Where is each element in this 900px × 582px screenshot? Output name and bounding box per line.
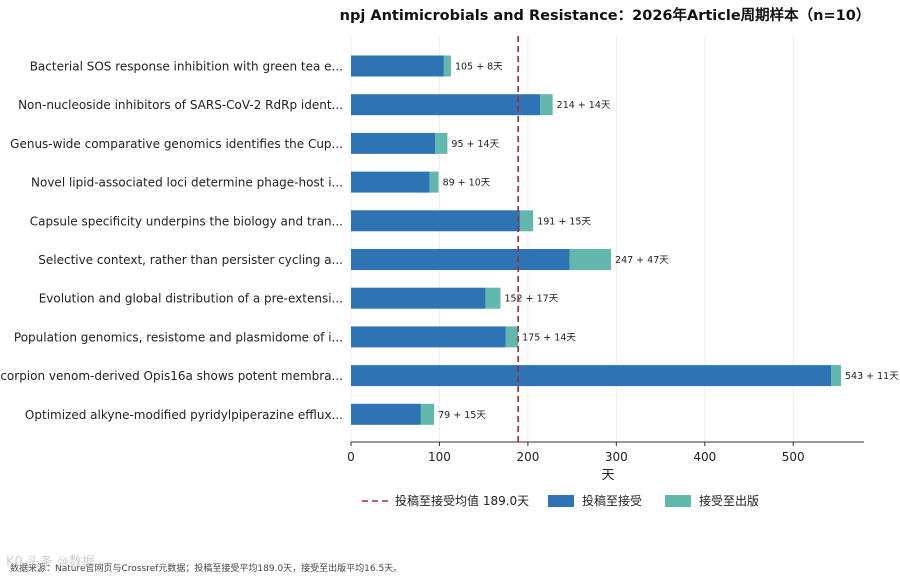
- bar-accept-to-publish: [540, 94, 553, 116]
- data-label: 175 + 14天: [522, 332, 576, 343]
- bar-accept-to-publish: [443, 55, 451, 77]
- category-labels: Bacterial SOS response inhibition with g…: [0, 60, 343, 422]
- legend: 投稿至接受均值 189.0天 投稿至接受 接受至出版: [362, 493, 759, 508]
- bar-submit-to-accept: [351, 132, 436, 154]
- category-label: Novel lipid-associated loci determine ph…: [31, 176, 343, 190]
- bar-accept-to-publish: [831, 365, 842, 387]
- bar-submit-to-accept: [351, 171, 430, 193]
- data-label: 191 + 15天: [537, 216, 591, 227]
- legend-submit-label: 投稿至接受: [582, 493, 642, 508]
- bar-submit-to-accept: [351, 403, 421, 425]
- category-label: Evolution and global distribution of a p…: [39, 292, 343, 306]
- legend-publish-swatch: [665, 495, 691, 507]
- bar-submit-to-accept: [351, 210, 520, 232]
- data-label: 95 + 14天: [451, 139, 499, 150]
- bar-accept-to-publish: [435, 132, 448, 154]
- bar-submit-to-accept: [351, 287, 486, 309]
- legend-mean-label: 投稿至接受均值 189.0天: [395, 493, 529, 508]
- footnote: 数据来源：Nature官网页与Crossref元数据；投稿至接受平均189.0天…: [10, 562, 402, 574]
- x-axis-title: 天: [601, 468, 614, 483]
- x-tick-label: 500: [782, 450, 805, 464]
- x-tick-label: 100: [428, 450, 451, 464]
- bar-submit-to-accept: [351, 249, 570, 270]
- data-label: 152 + 17天: [504, 294, 558, 305]
- data-label: 247 + 47天: [615, 255, 669, 266]
- category-label: Optimized alkyne-modified pyridylpiperaz…: [25, 408, 343, 422]
- category-label: Selective context, rather than persister…: [38, 253, 343, 267]
- category-label: Population genomics, resistome and plasm…: [14, 330, 343, 344]
- bar-submit-to-accept: [351, 55, 444, 77]
- x-tick-label: 200: [516, 450, 539, 464]
- data-label: 543 + 11天: [845, 371, 899, 382]
- category-label: Non-nucleoside inhibitors of SARS-CoV-2 …: [18, 98, 343, 112]
- bars-group: 105 + 8天 214 + 14天 95 + 14天 89 + 10天 191 + 1…: [351, 55, 899, 425]
- x-tick-label: 300: [605, 450, 628, 464]
- bar-accept-to-publish: [429, 171, 439, 193]
- x-tick-label: 0: [347, 450, 355, 464]
- category-label: Genus-wide comparative genomics identifi…: [10, 137, 343, 151]
- bar-accept-to-publish: [420, 403, 435, 425]
- data-label: 105 + 8天: [455, 62, 503, 73]
- x-tick-label: 400: [693, 450, 716, 464]
- category-label: Bacterial SOS response inhibition with g…: [30, 60, 343, 74]
- x-axis: 0 100 200 300 400 500: [347, 441, 864, 464]
- bar-accept-to-publish: [505, 326, 519, 348]
- data-label: 214 + 14天: [557, 100, 611, 111]
- legend-publish-label: 接受至出版: [699, 493, 759, 508]
- category-label: Scorpion venom-derived Opis16a shows pot…: [0, 369, 343, 383]
- bar-submit-to-accept: [351, 365, 832, 387]
- category-label: Capsule specificity underpins the biolog…: [30, 214, 343, 228]
- watermark: K0 头条 ⑩数据: [6, 554, 95, 570]
- bar-submit-to-accept: [351, 326, 506, 348]
- legend-submit-swatch: [548, 495, 574, 507]
- bar-submit-to-accept: [351, 94, 541, 116]
- bar-accept-to-publish: [519, 210, 534, 232]
- data-label: 89 + 10天: [443, 178, 491, 189]
- chart-title: npj Antimicrobials and Resistance：2026年A…: [340, 6, 871, 24]
- bar-accept-to-publish: [569, 249, 612, 270]
- bar-accept-to-publish: [485, 287, 501, 309]
- data-label: 79 + 15天: [438, 410, 486, 421]
